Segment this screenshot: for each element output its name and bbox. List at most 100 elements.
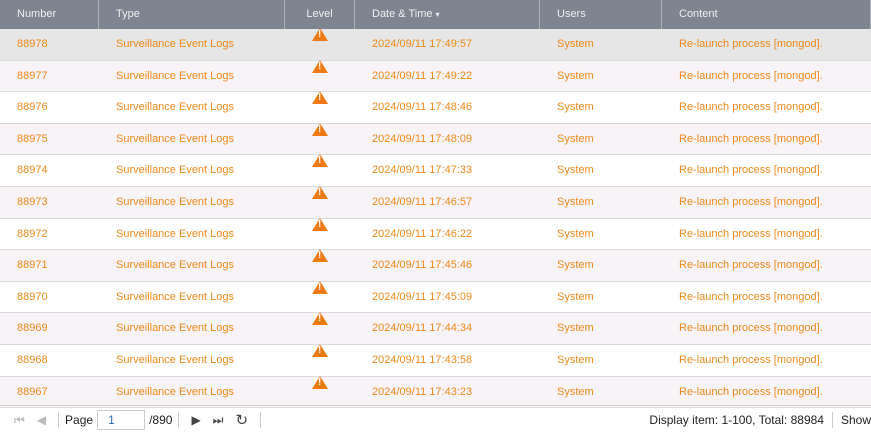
user-cell: System: [557, 164, 594, 177]
content-cell: Re-launch process [mongod].: [679, 132, 823, 145]
datetime-cell: 2024/09/11 17:46:22: [372, 227, 473, 240]
table-row[interactable]: 88978 Surveillance Event Logs 2024/09/11 1…: [0, 29, 871, 61]
column-header-level[interactable]: Level: [285, 0, 355, 29]
level-cell: [285, 186, 355, 218]
table-row[interactable]: 88967 Surveillance Event Logs 2024/09/11 1…: [0, 376, 871, 409]
user-cell: System: [557, 227, 594, 240]
type-cell: Surveillance Event Logs: [116, 38, 235, 50]
table-header: Number Type Level Date & Time ▾ Users Con…: [0, 0, 871, 29]
user-cell: System: [557, 353, 594, 366]
table-row[interactable]: 88970 Surveillance Event Logs 2024/09/11 1…: [0, 281, 871, 314]
number-cell: 88973: [17, 195, 48, 208]
content-cell: Re-launch process [mongod].: [679, 259, 823, 272]
warning-icon: [312, 123, 328, 136]
level-cell: [285, 344, 355, 376]
user-cell: System: [557, 38, 594, 50]
table-row[interactable]: 88977 Surveillance Event Logs 2024/09/11 1…: [0, 60, 871, 93]
column-header-number[interactable]: Number: [0, 0, 99, 29]
column-header-datetime[interactable]: Date & Time ▾: [355, 0, 540, 29]
last-page-icon[interactable]: ⏭: [212, 412, 224, 427]
table-row[interactable]: 88971 Surveillance Event Logs 2024/09/11 1…: [0, 250, 871, 282]
number-cell: 88971: [17, 259, 48, 272]
display-info: Display item: 1-100, Total: 88984: [649, 413, 824, 427]
warning-icon: [312, 29, 328, 41]
column-header-datetime-label: Date & Time: [372, 8, 433, 20]
type-cell: Surveillance Event Logs: [116, 195, 235, 208]
level-cell: [285, 250, 355, 281]
first-page-icon[interactable]: ⏮: [14, 412, 25, 427]
content-cell: Re-launch process [mongod].: [679, 290, 823, 303]
page-number-input[interactable]: [97, 410, 146, 430]
datetime-cell: 2024/09/11 17:43:23: [372, 385, 473, 398]
table-row[interactable]: 88973 Surveillance Event Logs 2024/09/11 1…: [0, 186, 871, 219]
datetime-cell: 2024/09/11 17:48:09: [372, 132, 473, 145]
table-row[interactable]: 88972 Surveillance Event Logs 2024/09/11 1…: [0, 218, 871, 251]
type-cell: Surveillance Event Logs: [116, 322, 235, 335]
datetime-cell: 2024/09/11 17:49:22: [372, 69, 473, 82]
warning-icon: [312, 186, 328, 199]
datetime-cell: 2024/09/11 17:46:57: [372, 195, 473, 208]
user-cell: System: [557, 195, 594, 208]
level-cell: [285, 92, 355, 123]
number-cell: 88970: [17, 290, 48, 303]
number-cell: 88969: [17, 322, 48, 335]
level-cell: [285, 123, 355, 155]
type-cell: Surveillance Event Logs: [116, 290, 235, 303]
user-cell: System: [557, 322, 594, 335]
divider: [58, 412, 60, 428]
page-label: Page: [65, 413, 94, 427]
level-cell: [285, 29, 355, 60]
table-body: 88978 Surveillance Event Logs 2024/09/11 1…: [0, 29, 871, 409]
column-header-type[interactable]: Type: [99, 0, 285, 29]
warning-icon: [312, 92, 328, 105]
number-cell: 88972: [17, 227, 48, 240]
page-total: /890: [149, 413, 173, 427]
content-cell: Re-launch process [mongod].: [679, 38, 823, 50]
warning-icon: [312, 155, 328, 168]
table-row[interactable]: 88968 Surveillance Event Logs 2024/09/11 1…: [0, 344, 871, 377]
datetime-cell: 2024/09/11 17:49:57: [372, 38, 473, 50]
datetime-cell: 2024/09/11 17:43:58: [372, 353, 473, 366]
table-row[interactable]: 88975 Surveillance Event Logs 2024/09/11 1…: [0, 123, 871, 156]
user-cell: System: [557, 259, 594, 272]
type-cell: Surveillance Event Logs: [116, 164, 235, 177]
column-header-content[interactable]: Content: [662, 0, 871, 29]
warning-icon: [312, 60, 328, 73]
number-cell: 88968: [17, 353, 48, 366]
content-cell: Re-launch process [mongod].: [679, 101, 823, 114]
sort-desc-icon: ▾: [435, 10, 440, 19]
divider: [178, 412, 180, 428]
level-cell: [285, 155, 355, 186]
type-cell: Surveillance Event Logs: [116, 132, 235, 145]
content-cell: Re-launch process [mongod].: [679, 195, 823, 208]
warning-icon: [312, 281, 328, 294]
type-cell: Surveillance Event Logs: [116, 227, 235, 240]
table-row[interactable]: 88969 Surveillance Event Logs 2024/09/11 1…: [0, 313, 871, 345]
next-page-icon[interactable]: ▶: [191, 413, 201, 427]
number-cell: 88974: [17, 164, 48, 177]
datetime-cell: 2024/09/11 17:44:34: [372, 322, 473, 335]
number-cell: 88977: [17, 69, 48, 82]
column-header-users[interactable]: Users: [540, 0, 662, 29]
content-cell: Re-launch process [mongod].: [679, 353, 823, 366]
content-cell: Re-launch process [mongod].: [679, 69, 823, 82]
content-cell: Re-launch process [mongod].: [679, 322, 823, 335]
warning-icon: [312, 344, 328, 357]
number-cell: 88967: [17, 385, 48, 398]
type-cell: Surveillance Event Logs: [116, 385, 235, 398]
datetime-cell: 2024/09/11 17:47:33: [372, 164, 473, 177]
type-cell: Surveillance Event Logs: [116, 101, 235, 114]
type-cell: Surveillance Event Logs: [116, 69, 235, 82]
level-cell: [285, 376, 355, 408]
prev-page-icon[interactable]: ◀: [36, 413, 47, 427]
table-row[interactable]: 88974 Surveillance Event Logs 2024/09/11 1…: [0, 155, 871, 187]
pagination-bar: ⏮ ◀ Page /890 ▶ ⏭ ↻ Display item: 1-100,…: [0, 405, 871, 434]
level-cell: [285, 60, 355, 92]
show-button[interactable]: Show: [840, 413, 871, 427]
number-cell: 88976: [17, 101, 48, 114]
divider: [831, 412, 833, 428]
refresh-icon[interactable]: ↻: [235, 412, 249, 429]
warning-icon: [312, 313, 328, 326]
content-cell: Re-launch process [mongod].: [679, 164, 823, 177]
table-row[interactable]: 88976 Surveillance Event Logs 2024/09/11 1…: [0, 92, 871, 124]
